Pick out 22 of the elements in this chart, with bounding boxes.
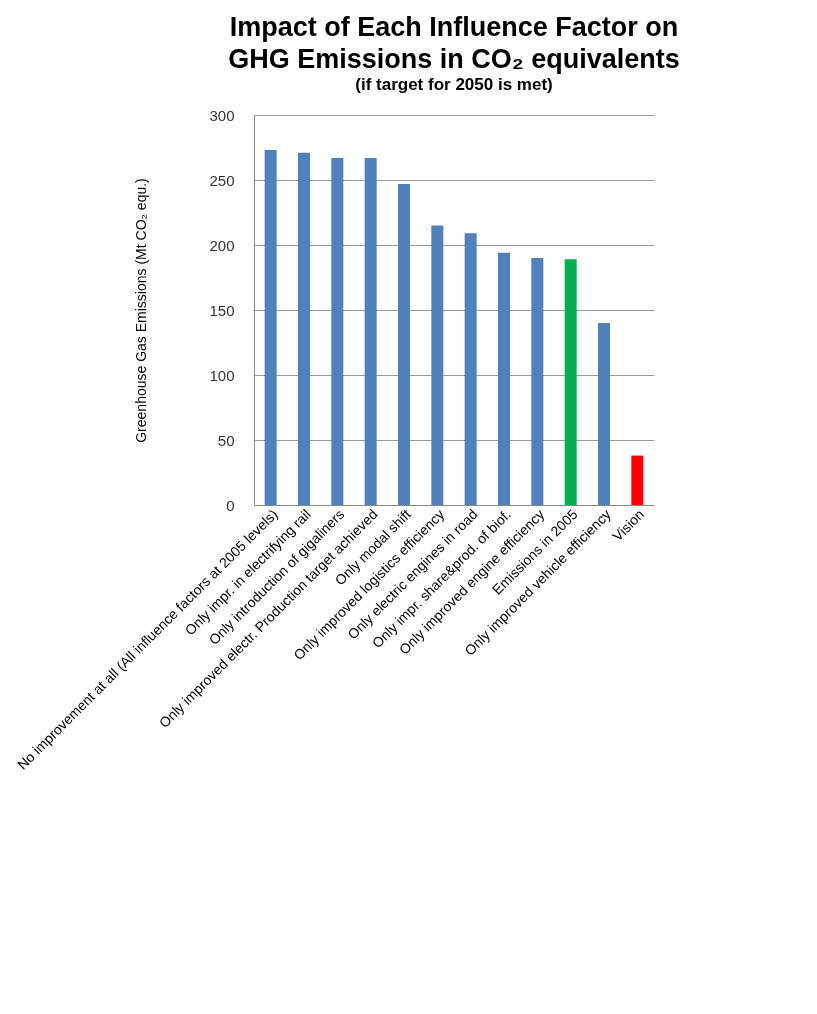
y-tick-label: 200 — [209, 236, 235, 254]
bar — [631, 455, 644, 505]
bar — [431, 225, 444, 505]
bar — [264, 150, 277, 505]
chart-subtitle: (if target for 2050 is met) — [355, 75, 553, 94]
chart-title: Impact of Each Influence Factor on GHG Emissions in CO₂ equivalents — [228, 12, 680, 74]
y-tick-label: 0 — [226, 496, 235, 514]
y-tick-label: 300 — [209, 106, 235, 124]
bar — [298, 152, 310, 505]
bar — [398, 183, 410, 505]
y-tick-label: 150 — [209, 301, 235, 319]
bar — [364, 157, 377, 505]
y-tick-label: 50 — [217, 431, 235, 449]
y-tick-label: 250 — [209, 171, 235, 189]
y-tick-label: 100 — [209, 366, 235, 384]
bar — [564, 259, 577, 505]
bar — [598, 323, 610, 505]
bar — [464, 233, 477, 505]
bar — [331, 157, 344, 505]
bar — [498, 252, 510, 505]
y-axis-title: Greenhouse Gas Emissions (Mt CO₂ equ.) — [133, 178, 150, 443]
bar — [531, 258, 544, 505]
